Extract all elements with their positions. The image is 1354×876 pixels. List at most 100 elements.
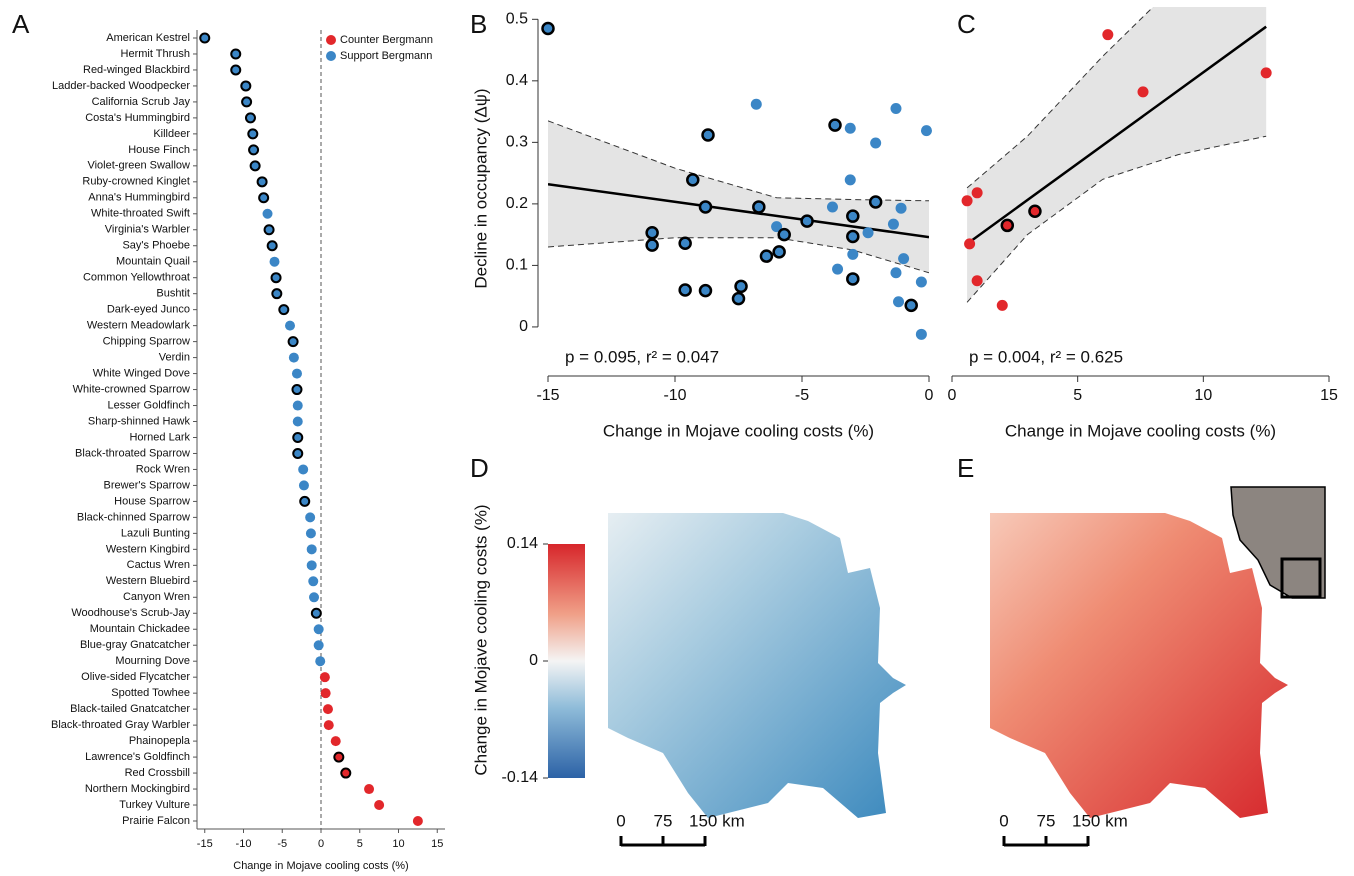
dot bbox=[256, 176, 268, 188]
scale-label: 0 bbox=[616, 811, 625, 830]
point bbox=[645, 226, 659, 240]
category-label: Mountain Chickadee bbox=[90, 623, 190, 635]
point bbox=[1028, 204, 1042, 219]
category-label: Cactus Wren bbox=[127, 559, 190, 571]
dot bbox=[269, 256, 280, 267]
ci-lower bbox=[548, 237, 929, 274]
category-label: Spotted Towhee bbox=[111, 687, 190, 699]
y-tick-label: 0.5 bbox=[506, 11, 528, 28]
y-tick-label: 0.1 bbox=[506, 257, 528, 274]
category-label: Black-tailed Gnatcatcher bbox=[70, 703, 190, 715]
x-tick-label: 15 bbox=[1320, 387, 1338, 404]
point bbox=[777, 227, 791, 242]
point bbox=[920, 125, 932, 137]
inset-map bbox=[1230, 486, 1326, 599]
category-label: Phainopepla bbox=[129, 735, 191, 747]
plot-area bbox=[966, 7, 1267, 303]
annotation: p = 0.004, r² = 0.625 bbox=[969, 347, 1123, 366]
scale-label: 75 bbox=[654, 811, 673, 830]
dot bbox=[249, 160, 261, 172]
point bbox=[759, 249, 774, 263]
point bbox=[846, 272, 860, 286]
point bbox=[915, 276, 927, 288]
point bbox=[898, 253, 910, 265]
point bbox=[862, 227, 874, 239]
dot bbox=[287, 336, 299, 348]
point bbox=[971, 275, 983, 287]
dot bbox=[292, 416, 303, 427]
point bbox=[847, 248, 859, 260]
category-label: Violet-green Swallow bbox=[87, 160, 190, 172]
point bbox=[846, 209, 860, 223]
dot bbox=[291, 384, 303, 396]
category-label: Hermit Thrush bbox=[121, 48, 190, 60]
dot bbox=[230, 48, 242, 60]
panel-label: B bbox=[470, 9, 487, 39]
dot bbox=[309, 592, 320, 603]
dot bbox=[291, 368, 302, 379]
point bbox=[1102, 29, 1114, 41]
category-label: Prairie Falcon bbox=[122, 815, 190, 827]
category-label: Dark-eyed Junco bbox=[107, 304, 190, 316]
category-label: Verdin bbox=[159, 351, 190, 363]
scale-label: 150 km bbox=[689, 811, 745, 830]
category-label: Brewer's Sparrow bbox=[104, 479, 191, 491]
category-label: Virginia's Warbler bbox=[105, 224, 191, 236]
category-label: White Winged Dove bbox=[93, 367, 190, 379]
dot bbox=[374, 800, 385, 811]
x-axis-label: Change in Mojave cooling costs (%) bbox=[1005, 421, 1276, 440]
category-label: Blue-gray Gnatcatcher bbox=[80, 639, 190, 651]
dot bbox=[230, 64, 242, 76]
colorbar-tick-label: 0.14 bbox=[507, 535, 538, 552]
category-label: House Sparrow bbox=[114, 495, 190, 507]
dot bbox=[285, 320, 295, 331]
dot bbox=[310, 607, 322, 619]
dot bbox=[270, 272, 282, 284]
point bbox=[698, 283, 713, 298]
dot bbox=[305, 528, 316, 539]
dot bbox=[292, 400, 303, 411]
dot bbox=[299, 495, 311, 507]
point bbox=[698, 200, 713, 214]
category-label: House Finch bbox=[128, 144, 190, 156]
x-tick-label: 10 bbox=[1194, 387, 1212, 404]
x-tick-label: 5 bbox=[357, 838, 363, 850]
category-label: Black-throated Sparrow bbox=[75, 447, 190, 459]
category-label: Bushtit bbox=[156, 288, 190, 300]
category-label: Lesser Goldfinch bbox=[107, 399, 190, 411]
point bbox=[915, 328, 927, 340]
annotation: p = 0.095, r² = 0.047 bbox=[565, 347, 719, 366]
category-label: Canyon Wren bbox=[123, 591, 190, 603]
y-tick-label: 0 bbox=[519, 318, 528, 335]
point bbox=[890, 103, 902, 115]
category-label: White-throated Swift bbox=[91, 208, 190, 220]
dot bbox=[244, 112, 256, 124]
x-tick-label: 10 bbox=[392, 838, 404, 850]
dot bbox=[258, 192, 270, 204]
dot bbox=[240, 80, 252, 92]
point bbox=[904, 298, 918, 313]
category-label: Mourning Dove bbox=[115, 655, 190, 667]
point bbox=[846, 229, 860, 244]
panel-label: D bbox=[470, 453, 489, 483]
panel-a: American Kestrel Hermit Thrush Red-winged … bbox=[51, 30, 445, 872]
scale-label: 0 bbox=[999, 811, 1008, 830]
colorbar-tick-label: 0 bbox=[529, 652, 538, 669]
dot bbox=[308, 576, 319, 587]
category-label: Red Crossbill bbox=[125, 767, 190, 779]
x-tick-label: -15 bbox=[536, 387, 559, 404]
dot bbox=[306, 560, 317, 571]
dot bbox=[364, 784, 375, 795]
category-label: Horned Lark bbox=[129, 431, 190, 443]
category-label: Common Yellowthroat bbox=[83, 272, 190, 284]
legend-marker bbox=[326, 35, 336, 45]
x-tick-label: -5 bbox=[795, 387, 809, 404]
category-label: Black-chinned Sparrow bbox=[77, 511, 190, 523]
x-tick-label: 5 bbox=[1073, 387, 1082, 404]
category-label: Olive-sided Flycatcher bbox=[81, 671, 190, 683]
dot bbox=[322, 704, 333, 715]
category-label: Northern Mockingbird bbox=[85, 783, 190, 795]
colorbar-label: Change in Mojave cooling costs (%) bbox=[471, 504, 490, 775]
dot bbox=[199, 32, 211, 44]
dot bbox=[271, 288, 283, 300]
